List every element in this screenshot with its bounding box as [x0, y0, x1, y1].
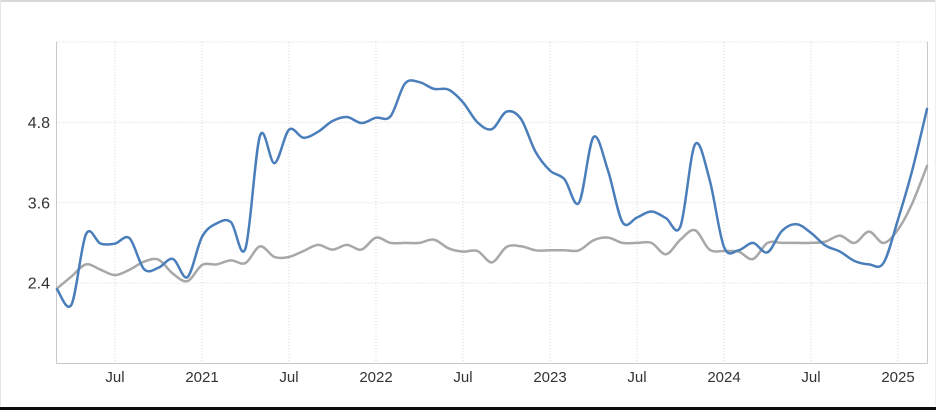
y-axis-tick-label: 3.6	[28, 195, 50, 212]
top-border	[0, 0, 936, 2]
left-border	[0, 0, 1, 406]
x-axis-tick-label: Jul	[801, 369, 820, 386]
x-axis-tick-label: Jul	[279, 369, 298, 386]
x-axis-tick-label: 2021	[185, 369, 218, 386]
x-axis-tick-label: Jul	[105, 369, 124, 386]
x-axis-tick-label: 2022	[359, 369, 392, 386]
series-gray-line[interactable]	[55, 164, 929, 290]
y-axis-tick-label: 2.4	[28, 276, 50, 293]
x-axis-tick-label: 2025	[881, 369, 914, 386]
bottom-divider-bar	[0, 407, 936, 410]
x-axis-tick-label: Jul	[453, 369, 472, 386]
x-axis-tick-label: 2024	[707, 369, 740, 386]
series-blue-line[interactable]	[55, 79, 929, 308]
y-axis-tick-label: 4.8	[28, 115, 50, 132]
x-axis-tick-label: 2023	[533, 369, 566, 386]
x-axis-tick-label: Jul	[627, 369, 646, 386]
